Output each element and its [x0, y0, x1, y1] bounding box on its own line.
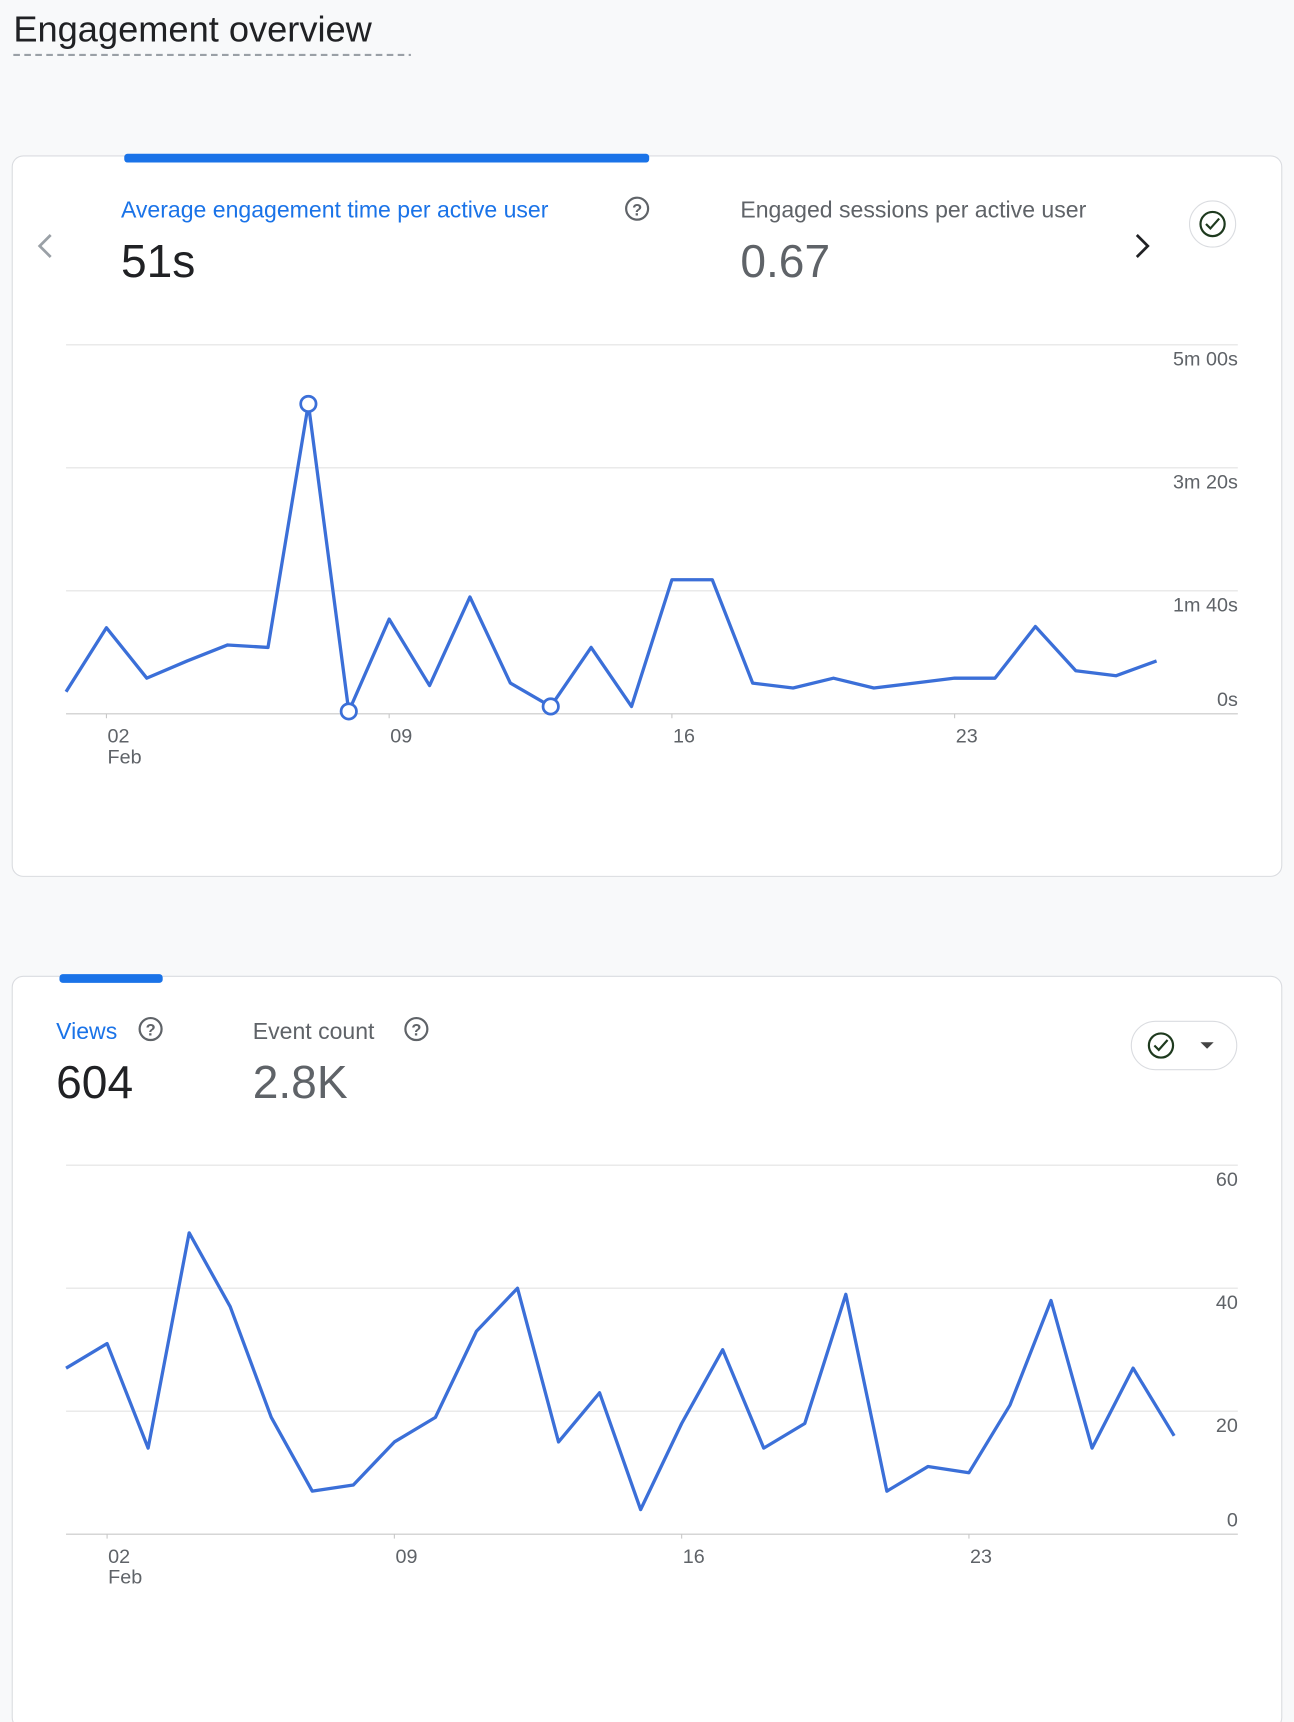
card [11, 975, 1283, 1722]
y-tick-label: 0s [1217, 689, 1238, 711]
help-icon[interactable] [404, 1016, 429, 1042]
point-marker [339, 702, 358, 721]
tab-label: Event count [253, 1018, 375, 1044]
check-icon [1147, 1032, 1175, 1059]
compare-button[interactable] [1188, 200, 1237, 248]
x-tick-label: 23 [970, 1546, 992, 1568]
x-tick-label: 09 [395, 1546, 417, 1568]
x-tick-label: 23 [956, 725, 978, 747]
page-title: Engagement overview [13, 9, 372, 50]
help-icon[interactable] [138, 1016, 163, 1042]
x-tick-label: 02 [108, 1546, 130, 1568]
tab[interactable]: Event count ? 2.8K [253, 1016, 429, 1108]
compare-dropdown[interactable] [1130, 1020, 1238, 1071]
tab-value: 2.8K [253, 1056, 348, 1108]
tab-label: Average engagement time per active user [121, 196, 549, 222]
x-tick-label: 16 [683, 1546, 705, 1568]
y-tick-label: 5m 00s [1173, 349, 1238, 371]
tab-value: 0.67 [740, 235, 830, 287]
point-marker [541, 697, 560, 716]
point-marker [299, 394, 318, 413]
y-tick-label: 1m 40s [1173, 595, 1238, 617]
y-tick-label: 60 [1216, 1169, 1238, 1191]
dropdown-caret [1200, 1042, 1214, 1049]
check-mark [1205, 217, 1220, 231]
active-tab-indicator [124, 153, 650, 163]
check-mark [1153, 1039, 1169, 1052]
tab[interactable]: Average engagement time per active user … [121, 196, 650, 287]
help-icon-glyph: ? [146, 1022, 156, 1040]
tab-value: 604 [56, 1056, 133, 1108]
tab-label: Views [56, 1018, 117, 1044]
y-tick-label: 40 [1216, 1292, 1238, 1314]
x-month-label: Feb [108, 746, 142, 768]
x-tick-label: 09 [390, 725, 412, 747]
check-icon [1199, 210, 1226, 238]
y-tick-label: 3m 20s [1173, 472, 1238, 494]
prev-arrow[interactable] [37, 234, 52, 258]
x-tick-label: 16 [673, 725, 695, 747]
help-icon[interactable] [625, 196, 650, 221]
y-tick-label: 0 [1227, 1510, 1238, 1532]
tab[interactable]: Engaged sessions per active user 0.67 [740, 196, 1086, 286]
y-tick-label: 20 [1216, 1415, 1238, 1437]
x-month-label: Feb [108, 1567, 142, 1589]
next-arrow[interactable] [1135, 234, 1150, 258]
help-icon-glyph: ? [411, 1022, 421, 1040]
help-icon-glyph: ? [632, 201, 642, 219]
x-tick-label: 02 [108, 725, 130, 747]
data-line [65, 1231, 1176, 1512]
tab[interactable]: Views ? 604 [56, 1016, 163, 1108]
active-tab-indicator [59, 974, 163, 983]
card [11, 155, 1283, 877]
tab-value: 51s [121, 235, 195, 287]
tab-label: Engaged sessions per active user [740, 196, 1086, 222]
data-line [64, 402, 1158, 714]
